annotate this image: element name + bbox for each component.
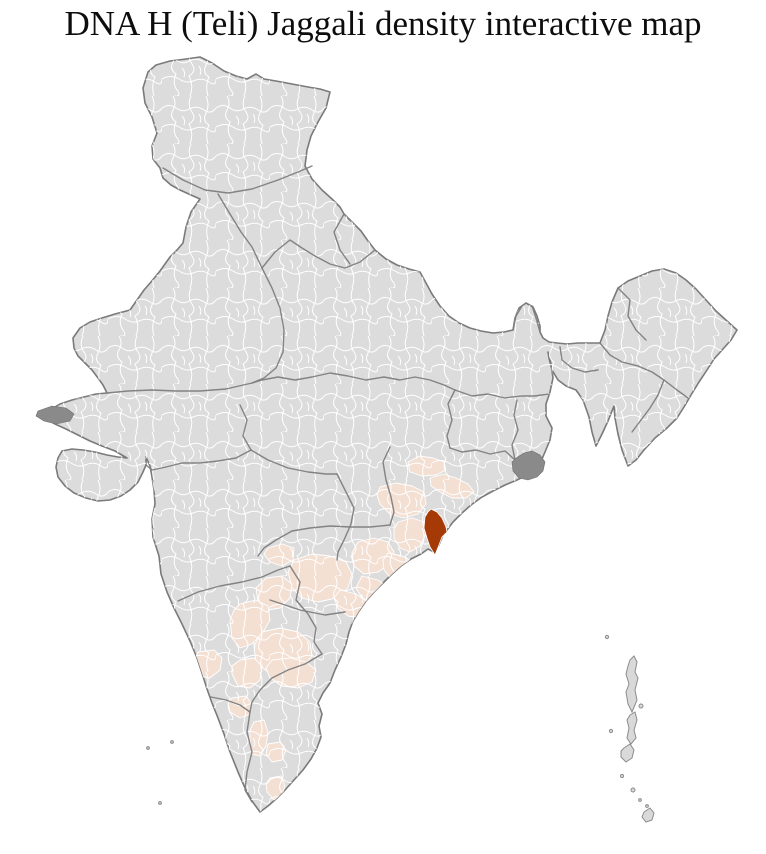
andaman-nicobar-islands	[604, 634, 655, 823]
marsh-areas	[35, 405, 546, 481]
sundarbans-patch	[511, 450, 546, 481]
page-title: DNA H (Teli) Jaggali density interactive…	[64, 4, 702, 43]
lakshadweep-islands	[146, 740, 174, 805]
state-borders	[106, 165, 689, 803]
kutch-creek-patch	[35, 405, 75, 425]
high-density-district[interactable]	[423, 508, 448, 556]
district-boundaries-mesh	[43, 57, 737, 812]
